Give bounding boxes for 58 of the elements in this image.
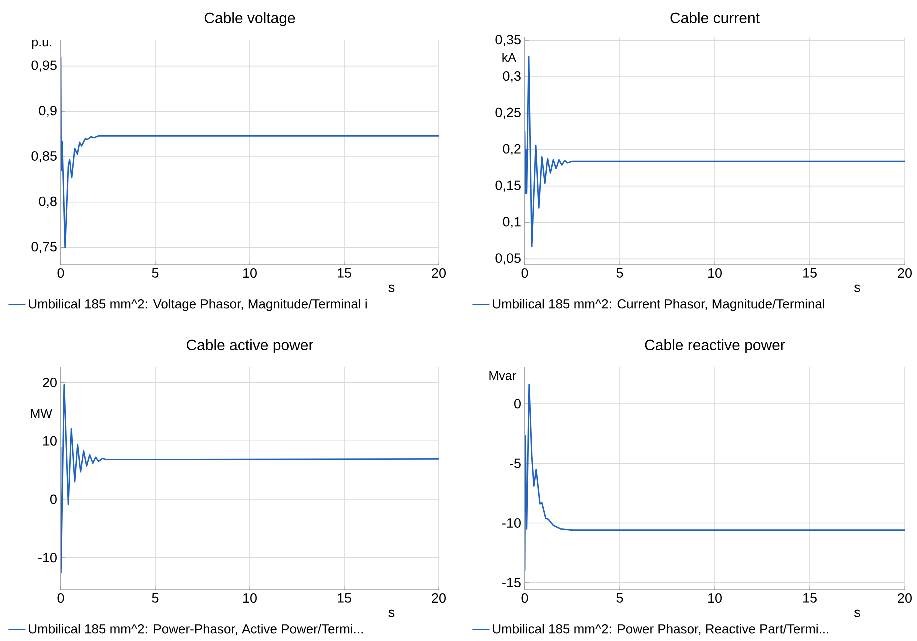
chart-title: Cable current <box>670 12 760 24</box>
x-axis-title: s <box>854 610 860 618</box>
x-tick-label: 15 <box>338 594 352 603</box>
y-tick-label: -10 <box>38 553 57 563</box>
x-tick-label: 10 <box>244 594 257 604</box>
y-tick-label: 0,85 <box>32 151 57 163</box>
x-tick-label: 10 <box>708 268 722 278</box>
y-axis-title: MW <box>31 410 52 418</box>
x-tick-label: 20 <box>898 268 912 278</box>
legend-label: Umbilical 185 mm^2: Power Phasor, Reactive Part/Termi... <box>493 624 828 636</box>
x-tick-label: 15 <box>804 594 817 603</box>
y-tick-label: 0,15 <box>496 180 521 192</box>
x-tick-label: 5 <box>152 594 159 603</box>
x-tick-label: 0 <box>522 594 528 604</box>
y-tick-label: 0 <box>514 399 521 409</box>
y-tick-label: 10 <box>43 436 57 446</box>
line-series <box>61 384 440 574</box>
x-tick-label: 15 <box>338 268 352 278</box>
y-axis-title: p.u. <box>32 40 52 50</box>
y-tick-label: 0,95 <box>32 60 57 72</box>
x-tick-label: 20 <box>432 594 446 604</box>
chart-title: Cable reactive power <box>645 340 786 354</box>
y-tick-label: -5 <box>510 458 521 468</box>
y-tick-label: 0,1 <box>503 217 521 228</box>
y-tick-label: 0,25 <box>496 108 521 120</box>
y-tick-label: 0,2 <box>503 144 521 156</box>
chart-title: Cable voltage <box>204 12 296 26</box>
y-axis-title: Mvar <box>490 372 516 380</box>
x-tick-label: 15 <box>804 268 817 278</box>
x-tick-label: 0 <box>58 268 64 278</box>
x-tick-label: 20 <box>898 594 912 604</box>
y-tick-label: 20 <box>43 378 57 388</box>
x-tick-label: 5 <box>152 268 159 278</box>
x-axis-title: s <box>388 610 395 618</box>
x-axis-title: s <box>388 284 395 292</box>
legend-label: Umbilical 185 mm^2: Current Phasor, Magnitude/Terminal <box>493 299 824 312</box>
y-tick-label: -10 <box>502 518 521 528</box>
y-tick-label: 0,05 <box>496 254 521 265</box>
x-tick-label: 10 <box>708 594 722 604</box>
line-series <box>525 56 906 248</box>
x-tick-label: 5 <box>616 594 624 603</box>
x-tick-label: 0 <box>58 594 64 604</box>
y-tick-label: 0,9 <box>39 106 57 118</box>
legend-label: Umbilical 185 mm^2: Power-Phasor, Active Power/Termi... <box>29 624 363 636</box>
y-tick-label: 0,8 <box>39 196 57 208</box>
x-tick-label: 5 <box>616 268 624 278</box>
y-tick-label: 0,75 <box>32 242 57 254</box>
y-tick-label: 0,35 <box>496 35 521 46</box>
y-tick-label: 0,3 <box>503 71 521 83</box>
x-tick-label: 0 <box>522 268 528 278</box>
x-tick-label: 20 <box>432 268 446 278</box>
y-axis-title: kA <box>502 52 516 62</box>
chart-title: Cable active power <box>186 340 314 354</box>
legend-label: Umbilical 185 mm^2: Voltage Phasor, Magnitude/Terminal i <box>29 299 367 312</box>
x-axis-title: s <box>854 284 860 292</box>
x-tick-label: 10 <box>244 268 257 278</box>
y-tick-label: 0 <box>50 494 57 504</box>
y-tick-label: -15 <box>502 578 521 588</box>
